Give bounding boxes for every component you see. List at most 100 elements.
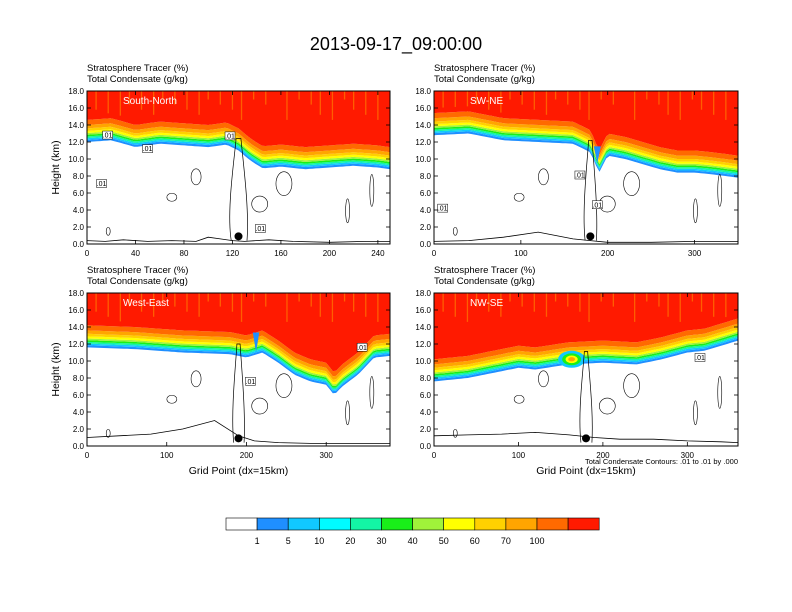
y-tick-label: 6.0 [420,189,432,198]
y-tick-label: 12.0 [68,138,84,147]
tracer-band-3 [87,340,390,388]
colorbar-label: 40 [408,536,418,546]
y-tick-label: 18.0 [68,87,84,96]
tracer-band-6 [87,333,390,383]
y-tick-label: 0.0 [73,240,85,249]
condensate-contour-cell [166,192,178,202]
y-tick-label: 0.0 [73,442,85,451]
colorbar-swatch-6 [412,517,445,531]
y-tick-label: 4.0 [73,408,85,417]
contour-label-box [592,200,603,209]
y-tick-label: 18.0 [68,289,84,298]
y-tick-label: 12.0 [68,340,84,349]
tracer-band-4 [87,338,390,386]
y-tick-label: 18.0 [415,87,431,96]
colorbar-label: 30 [376,536,386,546]
contour-label-box [574,170,586,180]
y-tick-label: 6.0 [73,391,85,400]
colorbar-swatch-3 [318,517,351,531]
contour-label-box [694,353,706,362]
terrain-line [434,431,738,443]
y-tick-label: 16.0 [415,306,431,315]
x-axis-label: Grid Point (dx=15km) [536,465,636,477]
contour-label-box [356,343,368,352]
y-tick-label: 4.0 [73,206,85,215]
tracer-band-7 [434,116,738,165]
colorbar-swatch-0 [225,517,258,531]
terrain-line [434,231,738,243]
x-tick-label: 0 [432,451,437,460]
condensate-contour-cell [538,370,549,388]
tracer-band-0 [434,338,738,382]
colorbar-swatch-11 [567,517,600,531]
x-tick-label: 240 [371,249,385,258]
colorbar-label: 5 [286,536,291,546]
storm-center-marker [234,232,243,241]
condensate-contour-cell [369,376,375,409]
condensate-contour-cell [717,174,723,207]
contour-label: .01 [438,206,448,213]
colorbar-swatch-7 [443,517,476,531]
tracer-band-1 [87,136,390,168]
condensate-contour-cell [105,226,111,236]
tracer-band-7 [87,123,390,156]
x-tick-label: 300 [681,451,695,460]
x-tick-label: 300 [688,249,702,258]
condensate-contour-column [229,138,248,241]
contour-label: .01 [255,226,265,233]
tracer-band-2 [434,128,738,174]
tracer-band-6 [434,119,738,167]
condensate-contour-cell [513,192,525,202]
tracer-band-8 [87,325,390,377]
storm-center-marker [582,434,590,443]
panel-title-tracer: Stratosphere Tracer (%) [434,265,535,276]
condensate-contour-cell [345,198,350,224]
condensate-contour-cell [275,373,293,398]
tracer-band-9 [434,293,738,360]
figure-title: 2013-09-17_09:00:00 [310,34,482,55]
tracer-band-7 [434,323,738,368]
x-tick-label: 80 [180,249,189,258]
y-tick-label: 6.0 [420,391,432,400]
region-label: SW-NE [470,96,503,107]
tracer-band-0 [434,131,738,178]
contour-label-box [255,224,266,233]
y-tick-label: 6.0 [73,189,85,198]
x-tick-label: 200 [323,249,337,258]
condensate-contour-cell [623,171,640,196]
panel-title-tracer: Stratosphere Tracer (%) [87,63,188,74]
contour-label-box [245,377,256,386]
tracer-band-5 [87,336,390,385]
contour-label: .01 [357,345,367,352]
y-tick-label: 4.0 [420,206,432,215]
y-tick-label: 8.0 [73,374,85,383]
tracer-band-2 [87,341,390,390]
condensate-contour-cell [598,397,616,415]
y-tick-label: 16.0 [68,306,84,315]
y-tick-label: 14.0 [415,121,431,130]
storm-center-marker [586,232,595,241]
tracer-band-0 [87,138,390,170]
condensate-contour-cell [190,168,202,186]
tracer-blob-3 [568,357,576,362]
tracer-band-8 [434,111,738,161]
condensate-contour-column [232,343,245,443]
contour-label: .01 [97,181,107,188]
panel-frame [86,90,391,245]
panel-frame [433,292,739,447]
tracer-field: .01 .01 [87,293,390,444]
tracer-band-4 [87,131,390,162]
colorbar-label: 50 [439,536,449,546]
condensate-contour-cell [623,373,640,398]
colorbar-label: 1 [255,536,260,546]
contour-label: .01 [592,202,602,209]
region-label: NW-SE [470,298,503,309]
colorbar-legend: 1 5 10 20 30 40 50 60 70 100 [225,517,600,546]
region-label: West-East [123,298,169,309]
colorbar-label: 100 [529,536,544,546]
condensate-contour-cell [105,428,111,438]
y-tick-label: 8.0 [420,374,432,383]
y-tick-label: 0.0 [420,442,432,451]
y-axis-label: Height (km) [50,342,62,396]
tracer-band-1 [434,336,738,380]
